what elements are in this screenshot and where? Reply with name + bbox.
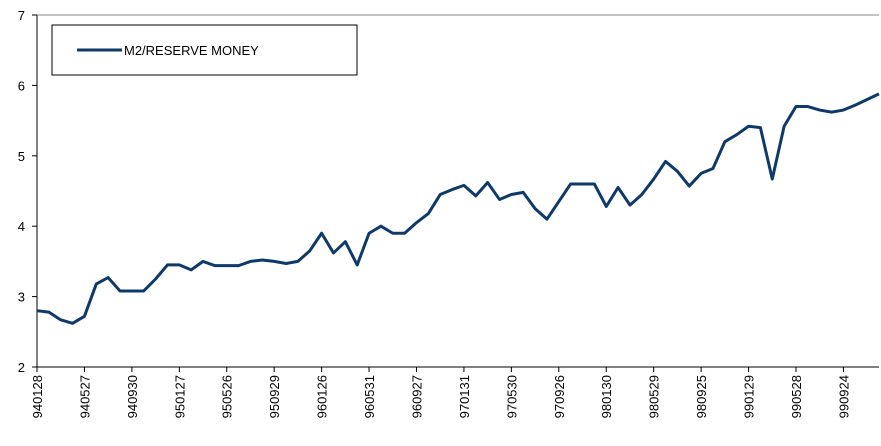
x-tick-label: 980925 xyxy=(694,375,709,418)
x-tick-label: 950929 xyxy=(267,375,282,418)
y-tick-label: 3 xyxy=(18,290,25,305)
y-tick-label: 7 xyxy=(18,8,25,23)
y-tick-label: 6 xyxy=(18,78,25,93)
x-tick-label: 940930 xyxy=(125,375,140,418)
x-tick-label: 990924 xyxy=(836,375,851,418)
legend-label: M2/RESERVE MONEY xyxy=(124,43,259,58)
x-tick-label: 960927 xyxy=(409,375,424,418)
x-tick-label: 980529 xyxy=(647,375,662,418)
x-tick-label: 990129 xyxy=(742,375,757,418)
x-tick-label: 990528 xyxy=(789,375,804,418)
x-tick-label: 970530 xyxy=(504,375,519,418)
y-tick-label: 4 xyxy=(18,219,25,234)
x-tick-label: 970131 xyxy=(457,375,472,418)
data-line xyxy=(36,92,880,325)
x-tick-label: 940527 xyxy=(77,375,92,418)
y-tick-label: 2 xyxy=(18,360,25,375)
x-tick-label: 970926 xyxy=(552,375,567,418)
y-tick-label: 5 xyxy=(18,149,25,164)
x-tick-label: 960531 xyxy=(362,375,377,418)
x-tick-label: 960126 xyxy=(315,375,330,418)
x-tick-label: 980130 xyxy=(599,375,614,418)
x-tick-label: 950127 xyxy=(172,375,187,418)
x-tick-label: 950526 xyxy=(220,375,235,418)
x-tick-label: 940128 xyxy=(30,375,45,418)
